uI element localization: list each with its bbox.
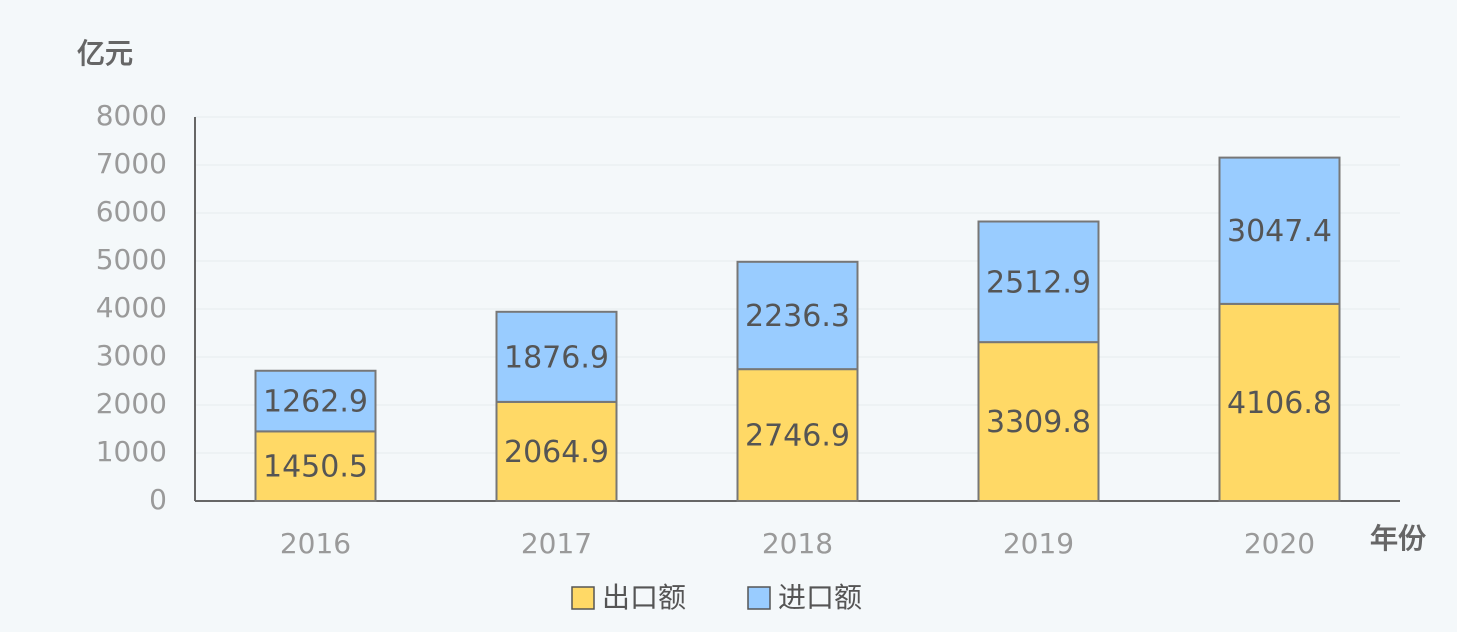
value-label: 2746.9 xyxy=(745,419,850,454)
bar-segment xyxy=(736,260,859,371)
y-axis-label: 亿元 xyxy=(77,37,133,70)
value-label: 1450.5 xyxy=(263,450,368,485)
value-label: 2236.3 xyxy=(745,299,850,334)
bar-segment xyxy=(254,430,377,503)
y-tick-label: 5000 xyxy=(96,243,167,276)
y-tick-label: 7000 xyxy=(96,147,167,180)
legend-swatch xyxy=(747,586,771,610)
bar-segment xyxy=(495,400,618,502)
x-tick-label: 2016 xyxy=(280,527,351,560)
bar-segment xyxy=(1218,302,1341,502)
value-label: 1262.9 xyxy=(263,385,368,420)
value-label: 3047.4 xyxy=(1227,214,1332,249)
y-tick-label: 8000 xyxy=(96,99,167,132)
value-label: 2064.9 xyxy=(504,435,609,470)
value-label: 2512.9 xyxy=(986,265,1091,300)
x-axis-label: 年份 xyxy=(1370,522,1426,555)
x-tick-label: 2018 xyxy=(762,527,833,560)
y-tick-label: 4000 xyxy=(96,291,167,324)
x-tick-label: 2019 xyxy=(1003,527,1074,560)
legend-swatch xyxy=(571,586,595,610)
y-tick-label: 6000 xyxy=(96,195,167,228)
x-tick-label: 2020 xyxy=(1244,527,1315,560)
bar-segment xyxy=(977,341,1100,503)
bar-segment xyxy=(736,368,859,502)
x-tick-label: 2017 xyxy=(521,527,592,560)
bar-segment xyxy=(254,369,377,433)
legend-label: 进口额 xyxy=(778,581,862,614)
value-label: 1876.9 xyxy=(504,340,609,375)
legend-label: 出口额 xyxy=(602,581,686,614)
value-label: 3309.8 xyxy=(986,405,1091,440)
y-tick-label: 1000 xyxy=(96,435,167,468)
y-tick-label: 3000 xyxy=(96,339,167,372)
y-tick-label: 2000 xyxy=(96,387,167,420)
bar-segment xyxy=(495,310,618,403)
bar-segment xyxy=(1218,156,1341,305)
value-label: 4106.8 xyxy=(1227,386,1332,421)
bar-segment xyxy=(977,220,1100,344)
y-tick-label: 0 xyxy=(149,483,167,516)
